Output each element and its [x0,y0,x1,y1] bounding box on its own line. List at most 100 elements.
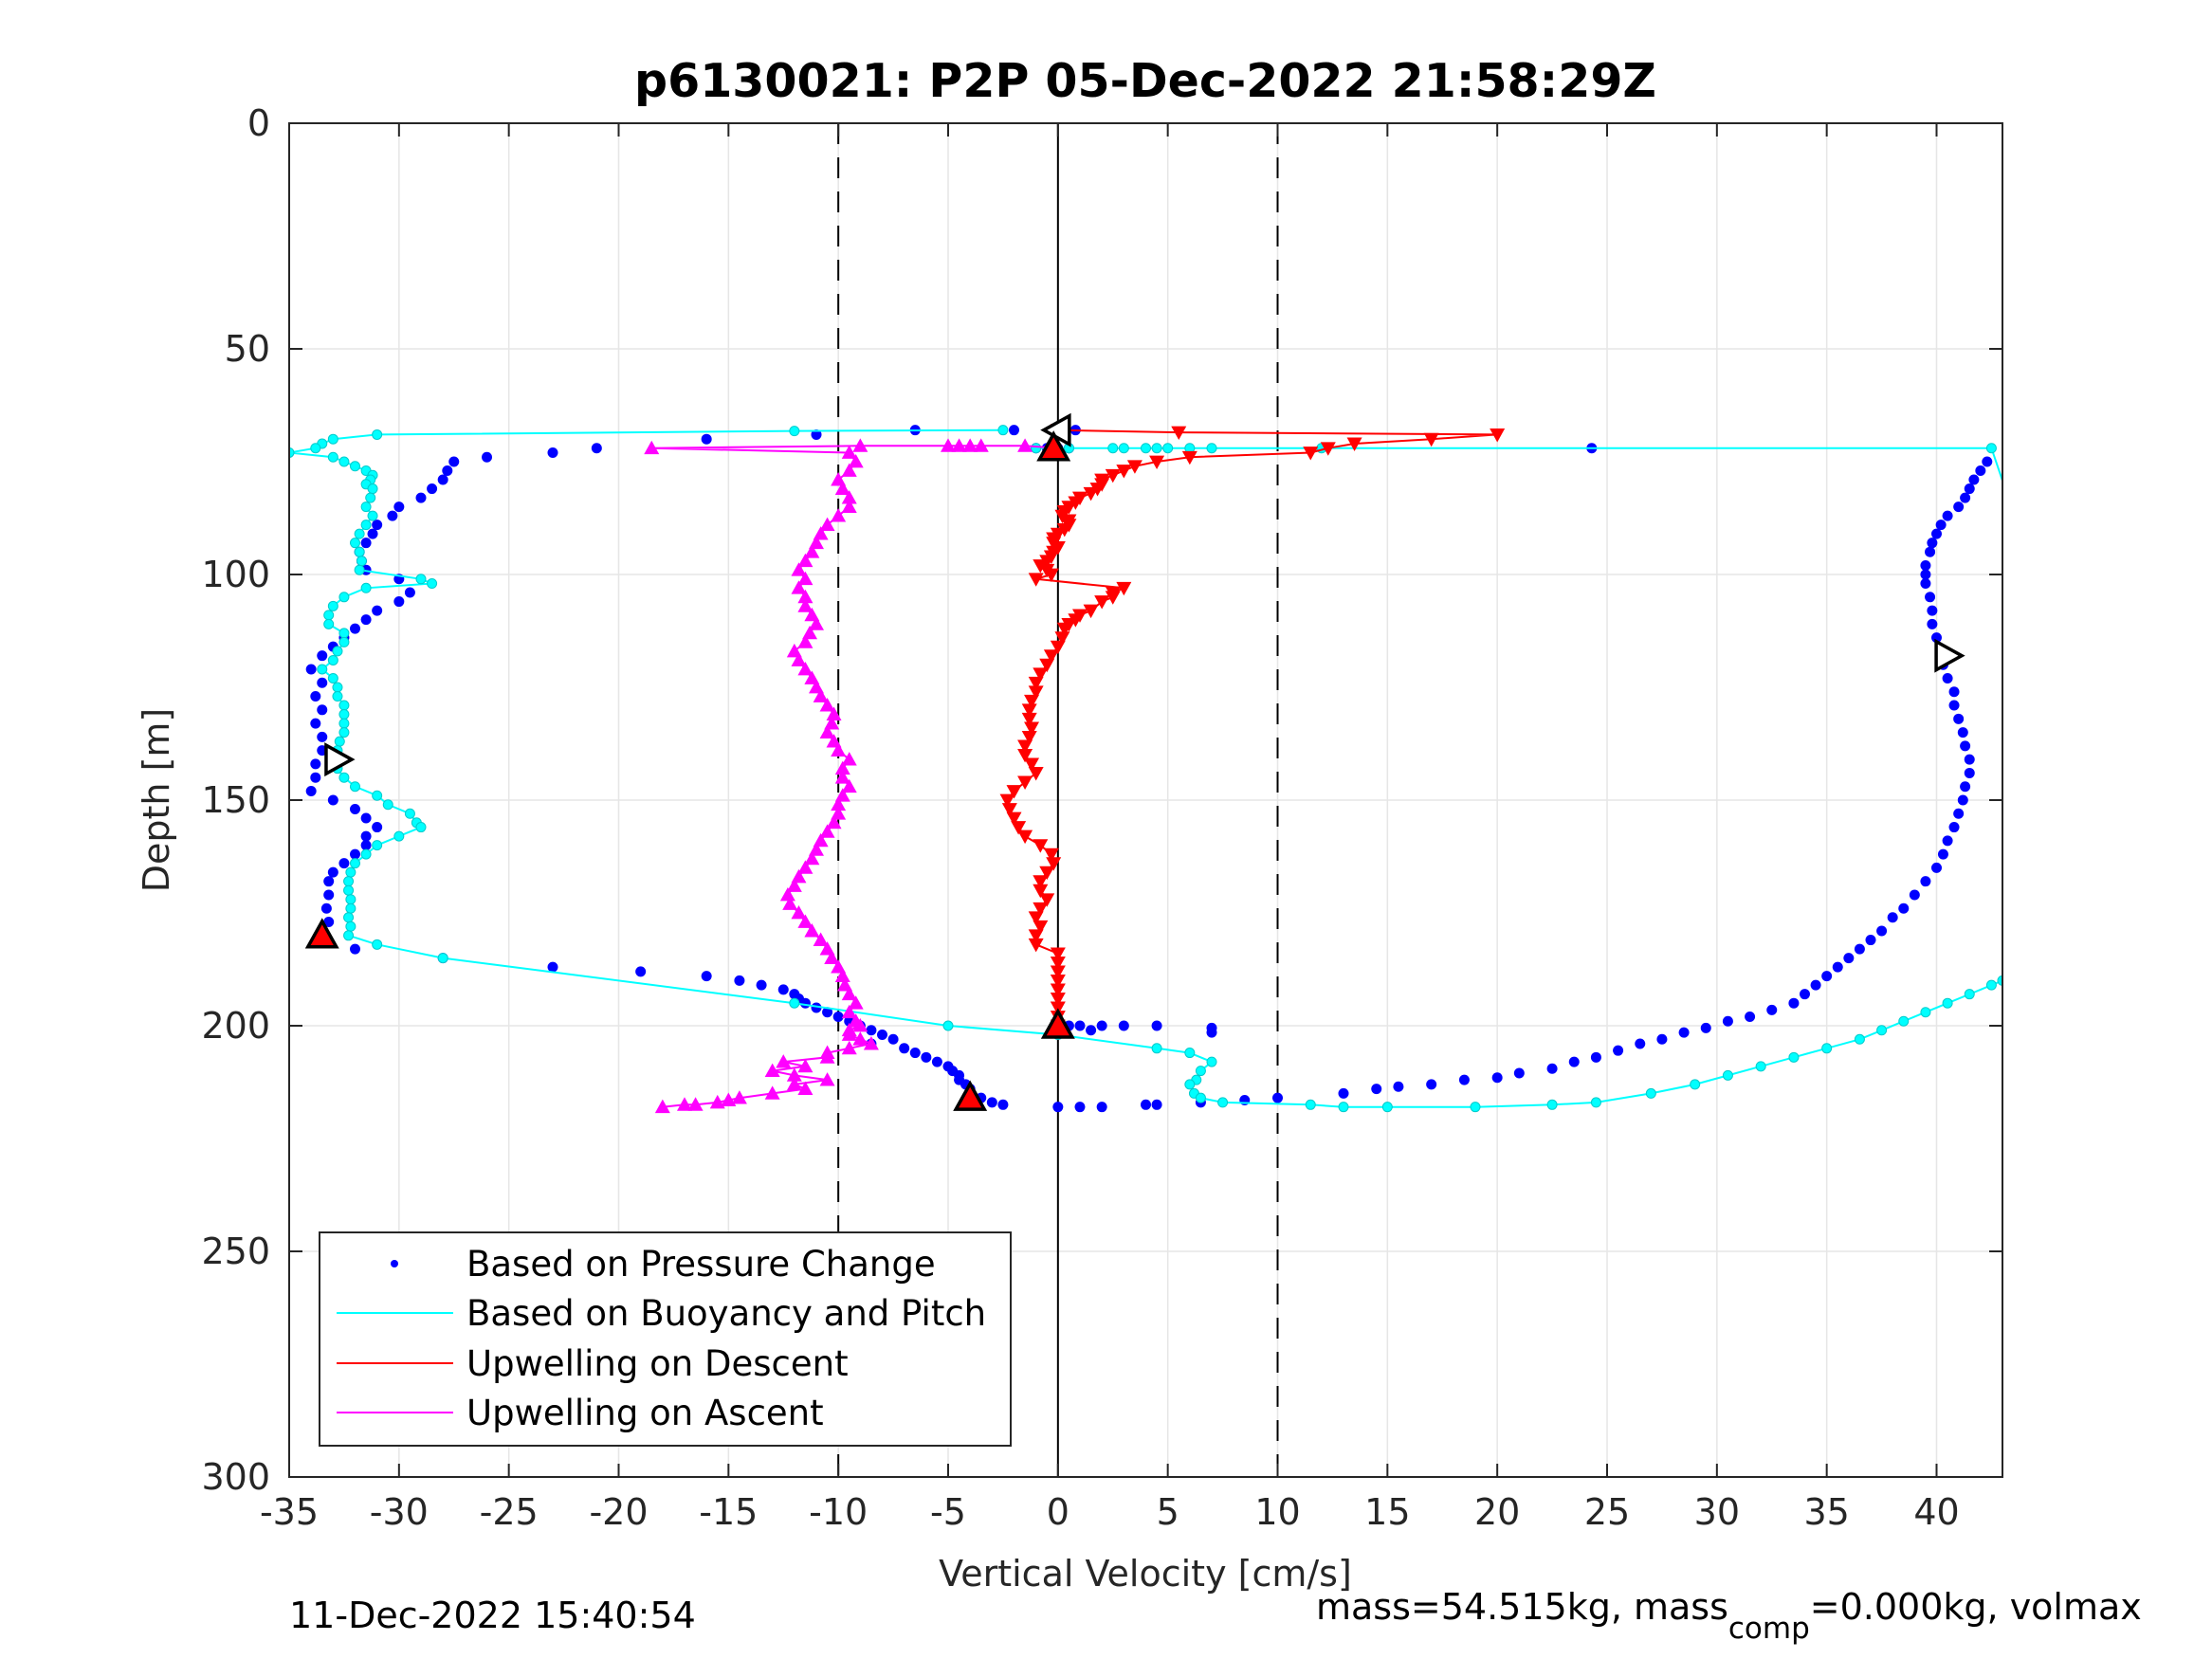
data-point [841,490,857,504]
data-point [1054,631,1070,646]
data-point [360,830,372,842]
data-point [591,443,602,454]
data-point [317,677,328,688]
data-point [1303,447,1319,461]
series-0 [305,425,1993,1113]
x-tick-label: -25 [480,1491,539,1533]
data-point [323,610,335,621]
data-point [1054,509,1070,524]
data-point [1722,1015,1733,1027]
data-point [1927,538,1938,549]
data-point [797,1081,814,1096]
data-point [1050,975,1066,989]
data-point [1039,866,1055,881]
data-point [1925,592,1936,603]
data-point [360,538,372,549]
legend-label-upwelling-descent: Upwelling on Descent [466,1343,849,1384]
data-point [345,921,356,932]
data-point [1151,1020,1162,1031]
highlight-marker [953,1080,988,1111]
data-point [1039,555,1055,569]
data-point [1968,474,1980,485]
data-point [1690,1079,1701,1090]
data-point [1033,839,1049,853]
data-point [1068,496,1084,510]
data-point [1925,546,1936,557]
data-point [786,1067,802,1082]
data-point [1050,993,1066,1007]
legend-swatch-pressure-change [391,1260,398,1267]
data-point [334,736,345,747]
data-point [1024,694,1040,709]
data-point [764,1063,780,1077]
data-point [1865,935,1876,946]
data-point [804,607,820,622]
data-point [797,860,814,874]
data-point [1426,1079,1437,1090]
data-point [1876,925,1888,937]
legend-label-buoyancy-pitch: Based on Buoyancy and Pitch [466,1293,986,1334]
data-point [345,902,356,914]
data-point [1151,1099,1162,1110]
data-point [1021,703,1037,718]
data-point [372,822,383,833]
data-point [343,930,355,941]
data-point [415,822,427,833]
data-point [909,1048,921,1059]
data-point [786,643,802,658]
data-point [345,894,356,905]
data-point [1033,667,1049,682]
data-point [809,680,824,694]
data-point [1050,956,1066,971]
data-point [343,912,355,923]
data-point [1975,465,1986,477]
data-point [1920,569,1931,580]
data-point [327,433,338,445]
data-point [1722,1069,1733,1081]
data-point [1876,1025,1888,1036]
data-point [338,727,350,738]
data-point [1195,1092,1206,1103]
data-point [931,1056,942,1067]
data-point [804,850,820,866]
data-point [1052,1102,1064,1113]
data-point [791,562,807,576]
data-point [1141,1099,1151,1110]
data-point [338,700,350,711]
data-point [360,840,372,851]
data-point [1181,450,1197,465]
data-point [1964,767,1975,778]
data-point [1513,1067,1525,1079]
data-point [1470,1102,1481,1113]
data-point [1028,767,1044,781]
data-point [1017,830,1033,845]
data-point [797,914,814,928]
data-point [1942,510,1953,521]
data-point [1206,1056,1217,1067]
data-point [350,804,360,815]
data-point [1927,605,1938,616]
data-point [841,463,857,477]
y-tick-label: 100 [201,554,270,595]
data-point [1371,1084,1382,1095]
data-point [866,1025,877,1036]
data-point [1931,862,1942,873]
data-point [1960,740,1971,752]
data-point [1028,573,1044,587]
data-point [1033,875,1049,889]
data-point [701,971,712,982]
data-point [1960,492,1971,503]
data-point [654,1099,670,1114]
data-point [786,1076,802,1091]
data-point [797,589,814,604]
data-point [387,510,398,521]
data-point [709,1094,725,1109]
series-2 [999,424,1506,1033]
data-point [327,451,338,463]
data-point [811,428,822,440]
x-axis-label: Vertical Velocity [cm/s] [939,1553,1352,1595]
data-point [1096,1020,1107,1031]
data-point [317,650,328,662]
highlight-marker [1036,430,1071,462]
data-point [1126,460,1143,474]
